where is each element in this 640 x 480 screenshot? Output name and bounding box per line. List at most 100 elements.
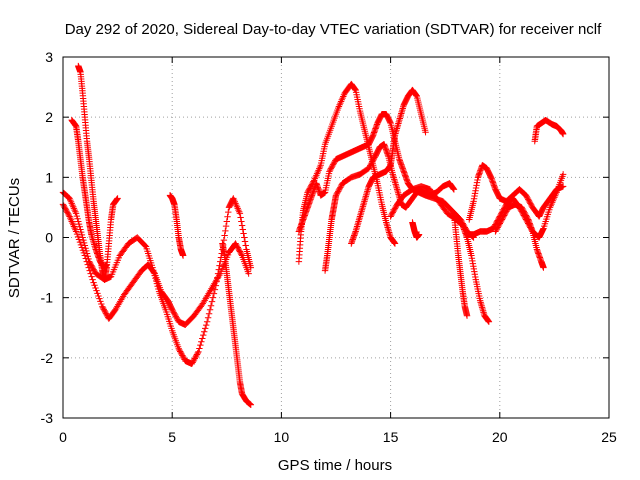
data-point: [328, 164, 335, 171]
y-tick-label: -3: [41, 410, 54, 426]
data-point: [177, 348, 184, 355]
data-point: [422, 129, 429, 136]
data-point: [335, 186, 343, 194]
data-point: [201, 328, 208, 335]
data-point: [78, 228, 85, 236]
data-point: [80, 236, 87, 244]
data-point: [336, 185, 343, 192]
data-point: [503, 208, 510, 215]
data-point: [198, 338, 205, 345]
data-point: [214, 274, 221, 281]
data-point: [86, 259, 94, 267]
data-point: [389, 209, 396, 216]
data-point: [103, 261, 110, 268]
data-point: [221, 232, 228, 239]
data-point: [60, 202, 67, 209]
x-tick-label: 25: [601, 429, 617, 445]
data-point: [493, 225, 501, 233]
data-point: [415, 231, 423, 238]
data-point: [152, 275, 159, 282]
data-point: [540, 264, 547, 271]
data-point: [83, 247, 90, 255]
data-point: [559, 171, 567, 178]
data-point: [239, 226, 247, 233]
axis-ticks: [62, 56, 610, 419]
data-point: [494, 224, 501, 231]
data-point: [64, 210, 72, 217]
data-point: [502, 209, 509, 216]
data-point: [238, 222, 246, 229]
data-point: [520, 208, 528, 215]
data-point: [75, 218, 82, 225]
data-point: [519, 206, 527, 214]
data-point: [171, 311, 179, 319]
data-point: [84, 253, 91, 260]
data-point: [102, 310, 110, 317]
data-point: [392, 203, 399, 211]
data-point: [172, 313, 180, 320]
data-point: [93, 287, 100, 294]
x-axis-label: GPS time / hours: [278, 457, 392, 474]
data-point: [62, 206, 70, 213]
data-point: [521, 209, 528, 216]
data-point: [495, 222, 502, 230]
y-axis-label: SDTVAR / TECUs: [6, 178, 23, 298]
x-tick-label: 0: [59, 429, 67, 445]
data-point: [72, 228, 80, 235]
data-point: [233, 241, 240, 249]
chart-title: Day 292 of 2020, Sidereal Day-to-day VTE…: [65, 21, 602, 38]
data-point: [205, 310, 213, 317]
y-tick-label: 1: [45, 169, 53, 185]
data-point: [96, 295, 103, 302]
data-point: [463, 312, 471, 319]
data-point: [77, 226, 84, 233]
data-point: [193, 351, 201, 358]
data-point: [85, 255, 92, 263]
data-point: [366, 163, 373, 171]
data-point: [367, 162, 374, 169]
series-track-16: [492, 201, 547, 271]
data-point: [99, 304, 107, 312]
data-point: [150, 267, 157, 274]
data-point: [207, 302, 215, 309]
data-point: [86, 258, 93, 265]
data-point: [80, 239, 88, 247]
data-point: [88, 262, 95, 269]
data-point: [369, 157, 377, 164]
data-point: [82, 244, 89, 252]
data-point: [193, 352, 200, 360]
data-point: [525, 197, 533, 204]
data-point: [245, 270, 252, 277]
data-point: [329, 161, 337, 168]
data-point: [369, 158, 376, 165]
data-point: [337, 184, 344, 191]
data-point: [202, 325, 209, 332]
data-point: [327, 165, 335, 172]
data-point: [238, 218, 245, 225]
x-tick-label: 10: [274, 429, 290, 445]
data-point: [242, 242, 249, 249]
data-point: [388, 210, 396, 217]
data-point: [98, 300, 105, 308]
data-point: [326, 168, 333, 175]
data-point: [178, 350, 185, 358]
data-point: [90, 266, 97, 273]
data-point: [170, 309, 177, 316]
data-point: [450, 186, 458, 193]
data-point: [88, 273, 95, 280]
data-point: [78, 231, 86, 239]
data-point: [97, 298, 104, 305]
data-point: [247, 264, 255, 271]
data-point: [206, 306, 214, 313]
series-track-12: [409, 219, 423, 241]
data-point: [75, 236, 83, 243]
data-point: [89, 265, 97, 272]
series-track-7: [295, 80, 399, 265]
data-point: [88, 263, 96, 271]
data-point: [89, 276, 96, 283]
data-point: [527, 201, 535, 208]
series-track-5: [166, 192, 187, 259]
data-point: [499, 214, 506, 222]
data-point: [91, 282, 98, 289]
y-tick-label: 0: [45, 230, 53, 246]
